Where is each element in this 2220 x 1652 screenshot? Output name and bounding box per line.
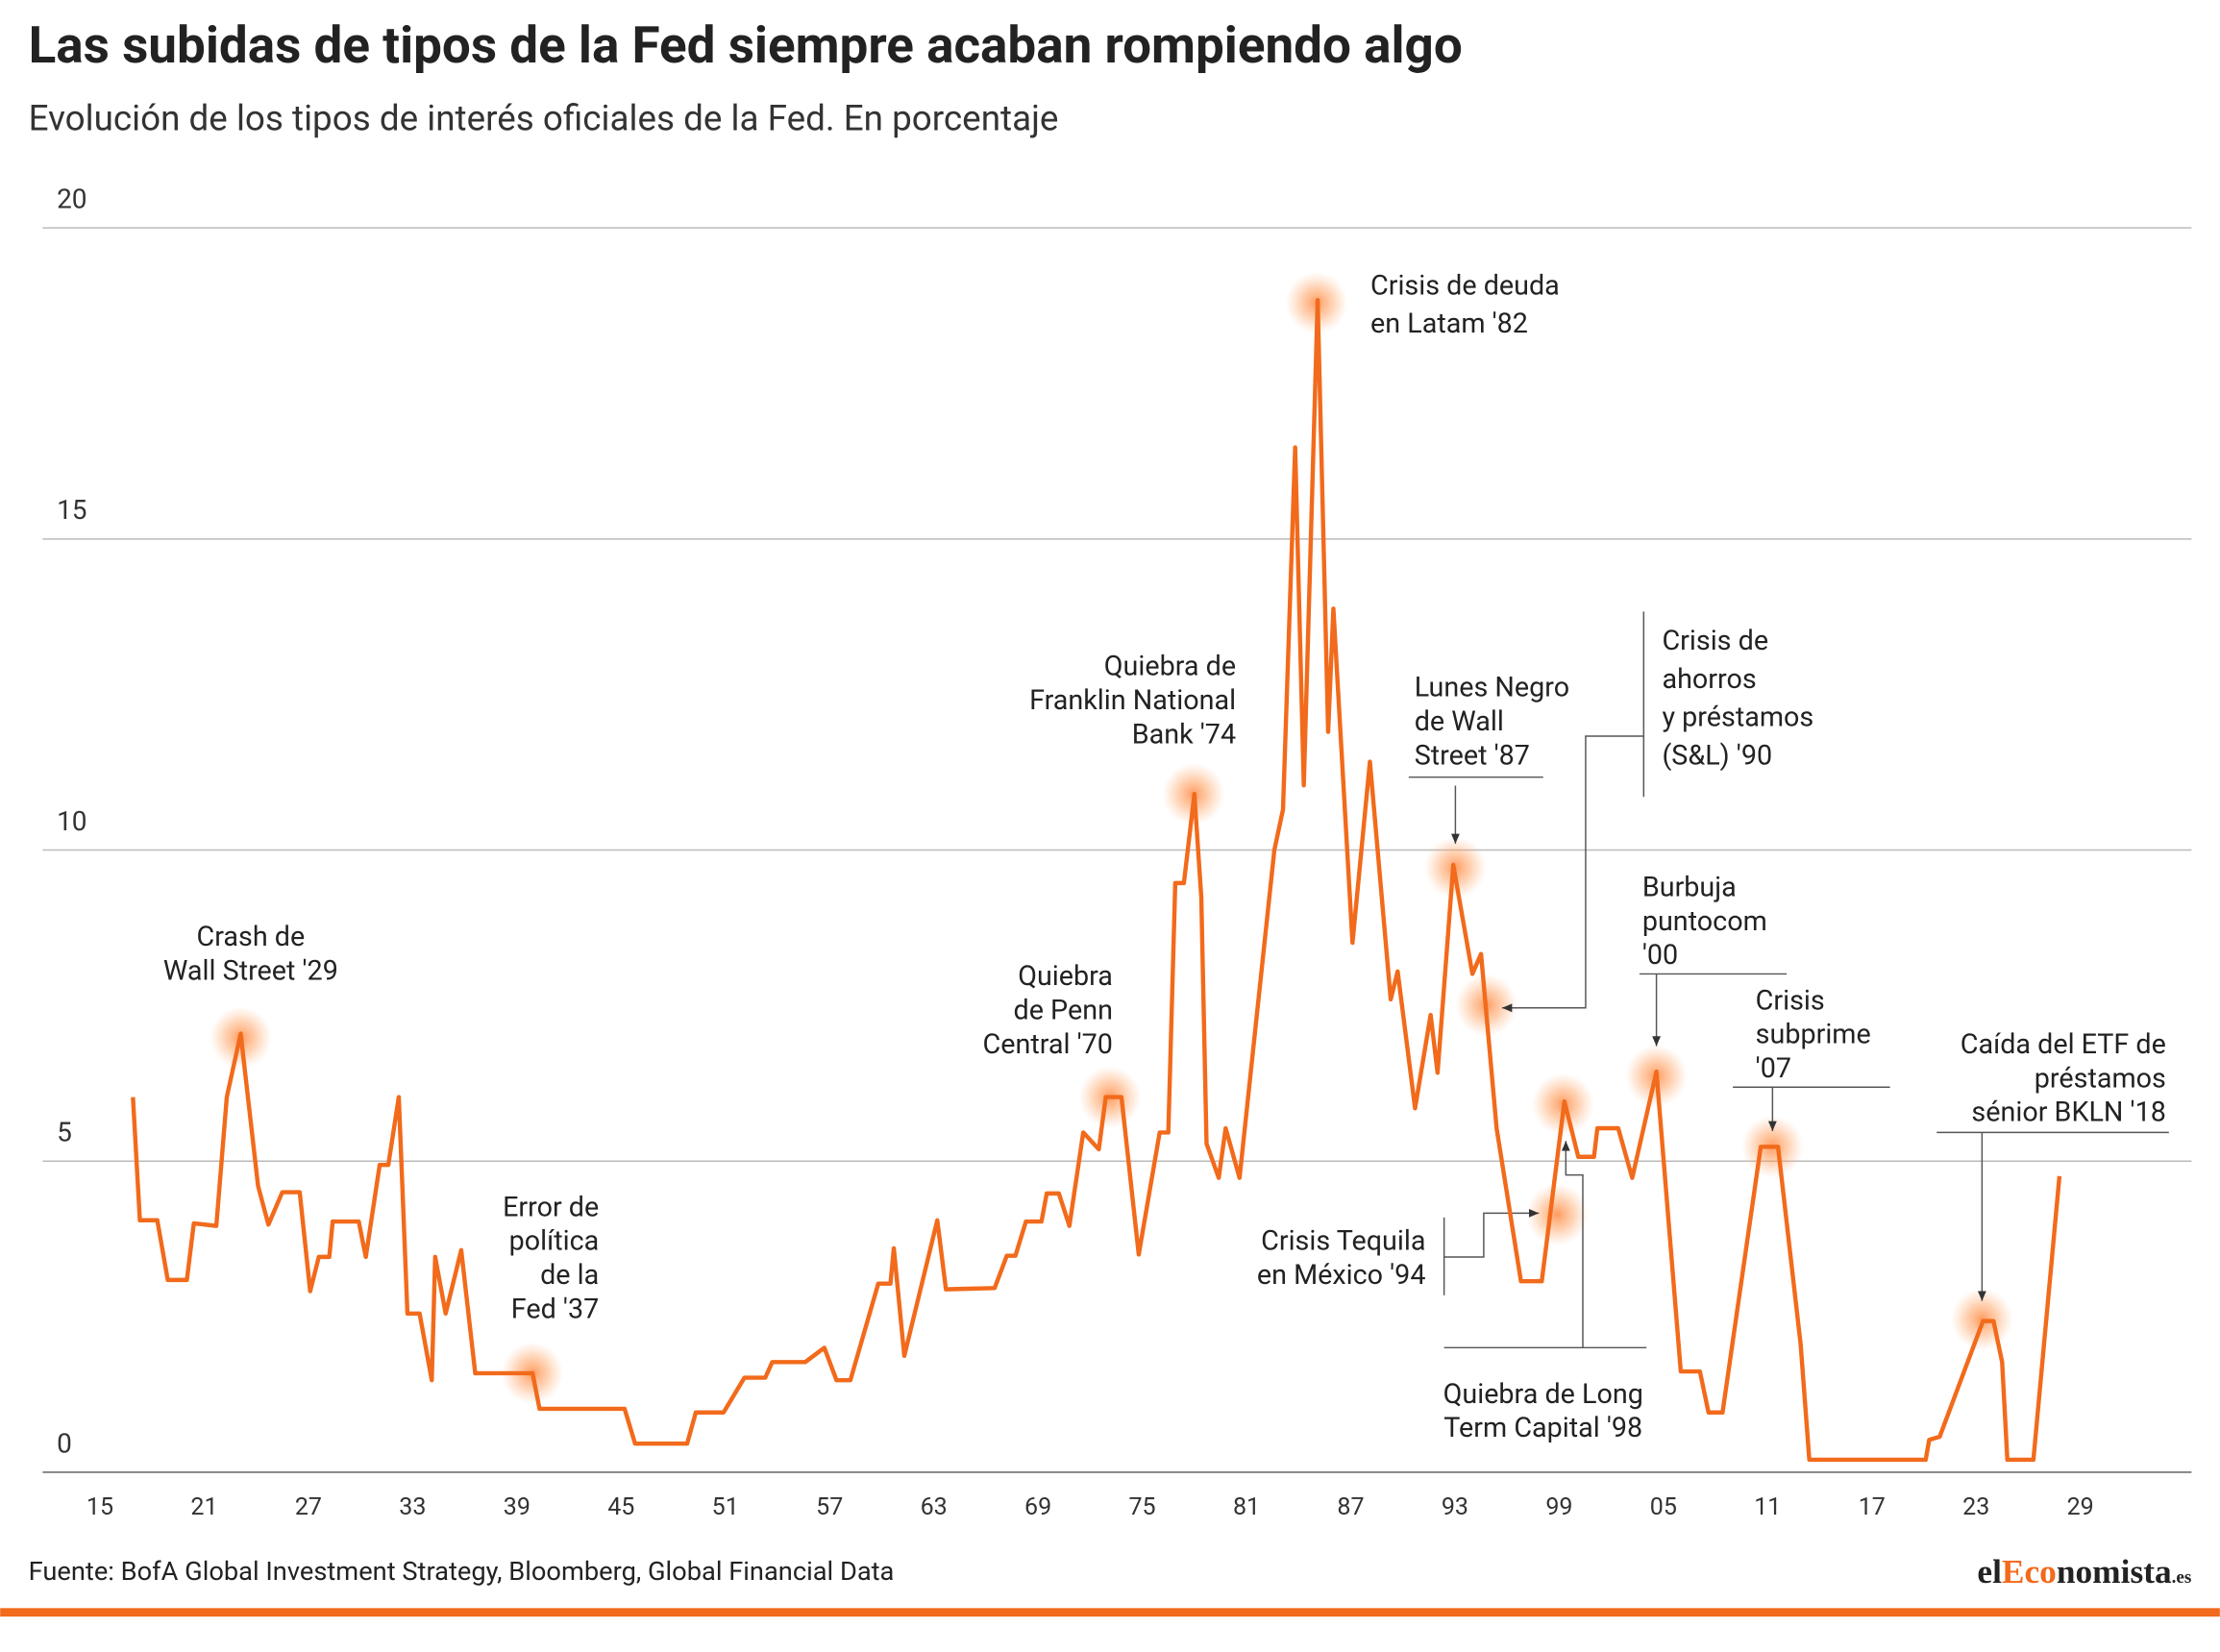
annotation: Crisis subprime '07 — [1756, 984, 1871, 1085]
annotation: Quiebra de Penn Central '70 — [983, 960, 1113, 1061]
chart-title: Las subidas de tipos de la Fed siempre a… — [29, 15, 1463, 75]
logo-part: nomista — [2057, 1552, 2172, 1590]
annotation: Crisis de ahorros y préstamos (S&L) '90 — [1662, 625, 1813, 772]
annotation-line: Fed '37 — [511, 1293, 599, 1325]
annotation-line: de Wall — [1415, 705, 1504, 738]
connectors — [1408, 611, 2169, 1349]
annotation-line: Term Capital '98 — [1443, 1412, 1642, 1444]
annotation-line: (S&L) '90 — [1662, 739, 1772, 772]
annotation-line: '00 — [1642, 939, 1678, 972]
arrow — [1561, 1141, 1584, 1348]
x-tick-label: 05 — [1650, 1493, 1677, 1521]
x-tick-label: 51 — [712, 1493, 739, 1521]
annotation-line: ahorros — [1662, 663, 1756, 696]
x-tick-label: 57 — [816, 1493, 843, 1521]
annotation-line: puntocom — [1642, 905, 1767, 938]
annotation-line: de la — [540, 1259, 599, 1292]
rate-line — [131, 298, 2062, 1463]
annotation-line: en Latam '82 — [1370, 308, 1528, 340]
annotation: Caída del ETF de préstamos sénior BKLN '18 — [1961, 1028, 2166, 1129]
annotation-line: '07 — [1756, 1052, 1791, 1085]
annotation: Crisis Tequila en México '94 — [1257, 1225, 1426, 1292]
arrow — [1443, 1208, 1540, 1258]
annotation-line: de Penn — [1014, 995, 1113, 1027]
y-tick-label: 15 — [57, 494, 86, 526]
highlight — [1526, 1183, 1589, 1246]
logo-part: el — [1977, 1552, 2002, 1590]
annotation-line: política — [509, 1225, 600, 1258]
x-tick-label: 27 — [295, 1493, 322, 1521]
logo-part: .es — [2172, 1567, 2192, 1588]
annotation-line: Error de — [503, 1191, 599, 1223]
annotation: Burbuja puntocom '00 — [1642, 871, 1767, 972]
logo-part: Eco — [2002, 1552, 2057, 1590]
y-tick-label: 10 — [57, 805, 86, 837]
annotation-line: Crisis Tequila — [1261, 1225, 1425, 1258]
annotation-line: subprime — [1756, 1019, 1871, 1051]
source: Fuente: BofA Global Investment Strategy,… — [29, 1556, 895, 1587]
footer-bar — [0, 1608, 2220, 1617]
x-tick-label: 11 — [1754, 1493, 1781, 1521]
annotation: Quiebra de Long Term Capital '98 — [1443, 1378, 1643, 1444]
x-tick-label: 87 — [1337, 1493, 1364, 1521]
y-tick-label: 0 — [57, 1427, 72, 1459]
annotation-line: Burbuja — [1642, 871, 1737, 903]
y-tick-label: 20 — [57, 184, 86, 215]
x-tick-label: 99 — [1545, 1493, 1572, 1521]
y-tick-label: 5 — [57, 1117, 72, 1148]
annotation-line: Quiebra de Long — [1443, 1378, 1643, 1411]
grid — [42, 227, 2192, 1473]
annotation-line: Quiebra — [1018, 960, 1113, 993]
logo: elEconomista.es — [1977, 1552, 2191, 1590]
annotation-line: Central '70 — [983, 1028, 1113, 1061]
x-tick-label: 81 — [1233, 1493, 1260, 1521]
annotation: Crisis de deuda en Latam '82 — [1370, 269, 1560, 340]
chart-subtitle: Evolución de los tipos de interés oficia… — [29, 98, 1059, 139]
annotation-line: Crash de — [197, 921, 306, 953]
x-tick-label: 21 — [190, 1493, 217, 1521]
annotation-line: y préstamos — [1662, 702, 1813, 734]
annotation-line: sénior BKLN '18 — [1971, 1097, 2165, 1129]
annotation-line: Franklin National — [1029, 684, 1236, 717]
annotation-line: Wall Street '29 — [163, 954, 338, 987]
annotation-line: Crisis — [1756, 984, 1825, 1017]
x-tick-label: 39 — [504, 1493, 530, 1521]
annotation: Quiebra de Franklin National Bank '74 — [1029, 651, 1236, 752]
arrow — [1502, 735, 1644, 1013]
annotation-line: Caída del ETF de — [1961, 1028, 2166, 1061]
x-tick-label: 63 — [921, 1493, 948, 1521]
annotation-line: Crisis de deuda — [1370, 269, 1560, 302]
annotation: Crash de Wall Street '29 — [163, 921, 338, 987]
x-tick-label: 17 — [1859, 1493, 1886, 1521]
annotation-line: Bank '74 — [1132, 718, 1236, 751]
x-tick-label: 69 — [1024, 1493, 1051, 1521]
x-tick-label: 75 — [1129, 1493, 1156, 1521]
annotation-line: en México '94 — [1257, 1259, 1426, 1292]
x-tick-label: 29 — [2067, 1493, 2094, 1521]
annotation-line: Crisis de — [1662, 625, 1768, 657]
annotation-line: Lunes Negro — [1415, 672, 1569, 704]
x-tick-label: 15 — [86, 1493, 113, 1521]
x-tick-label: 23 — [1962, 1493, 1989, 1521]
x-tick-label: 33 — [399, 1493, 426, 1521]
annotation: Error de política de la Fed '37 — [503, 1191, 599, 1325]
annotation: Lunes Negro de Wall Street '87 — [1415, 672, 1569, 773]
annotation-line: préstamos — [2035, 1062, 2166, 1095]
x-tick-label: 93 — [1442, 1493, 1468, 1521]
annotation-line: Quiebra de — [1104, 651, 1236, 683]
x-tick-label: 45 — [607, 1493, 634, 1521]
highlights — [210, 271, 2013, 1405]
annotation-line: Street '87 — [1415, 739, 1530, 772]
